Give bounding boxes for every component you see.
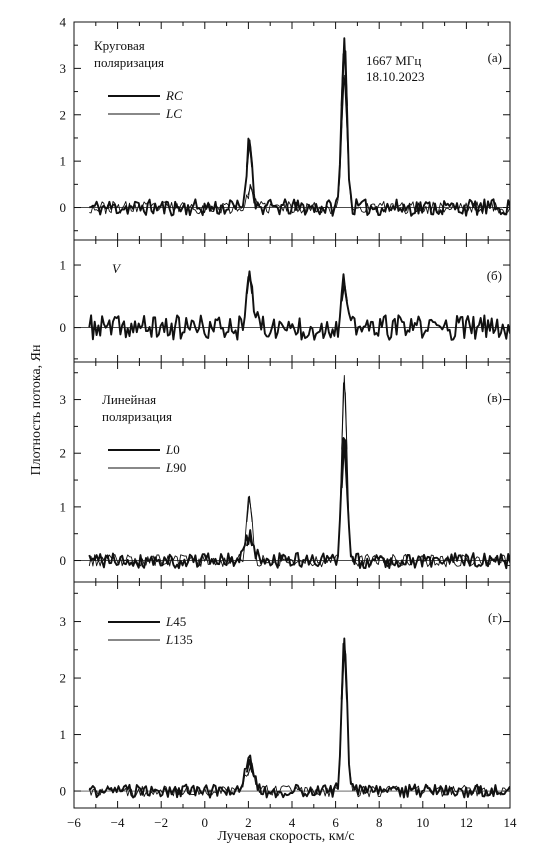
x-tick-label: −6 [67, 815, 81, 830]
series-v-peak [340, 282, 348, 302]
y-tick-label: 1 [60, 499, 67, 514]
panel-frame [73, 239, 511, 363]
x-axis-label: Лучевая скорость, км/с [217, 829, 354, 844]
legend-label-lc: LC [165, 106, 182, 121]
y-tick-label: 0 [60, 553, 67, 568]
x-tick-label: 4 [289, 815, 296, 830]
series-lc-line [89, 76, 510, 215]
x-tick-label: −2 [154, 815, 168, 830]
y-tick-label: 2 [60, 671, 67, 686]
panel-title-line-1: Линейная [102, 392, 156, 407]
series-rc-peak [340, 37, 348, 106]
panel-label: (а) [488, 50, 502, 65]
y-tick-label: 0 [60, 320, 67, 335]
legend-label-l0: L0 [165, 442, 180, 457]
panel-3: 0 1 2 3 (в) Линейная поляризация L0 L90 [60, 361, 511, 583]
y-tick-label: 0 [60, 200, 67, 215]
panel-label: (б) [487, 268, 502, 283]
legend-label-rc: RC [165, 88, 183, 103]
series-l0-peak [340, 438, 348, 489]
y-tick-label: 3 [60, 614, 67, 629]
series-l0-line [88, 437, 510, 570]
y-tick-label: 0 [60, 784, 67, 799]
series-lc-peak [341, 74, 348, 129]
info-line-1: 1667 МГц [366, 53, 421, 68]
x-tick-label: 6 [332, 815, 339, 830]
x-tick-label: 8 [376, 815, 383, 830]
series-v-label: V [112, 261, 122, 276]
y-tick-label: 3 [60, 392, 67, 407]
x-tick-label: 12 [460, 815, 473, 830]
panel-title-line-1: Круговая [94, 38, 145, 53]
series-l0-peak [245, 535, 254, 547]
series-v-peak [245, 270, 254, 294]
series-lc-peak [247, 186, 254, 196]
series-l90-line [88, 382, 510, 568]
series-l45-line [88, 642, 510, 799]
panel-label: (в) [487, 390, 502, 405]
y-tick-label: 4 [60, 15, 67, 30]
series-l90-peak [341, 374, 348, 450]
x-tick-label: −4 [111, 815, 125, 830]
y-tick-label: 1 [60, 258, 67, 273]
legend-label-l90: L90 [165, 460, 186, 475]
y-tick-label: 1 [60, 154, 67, 169]
legend-label-l45: L45 [165, 614, 186, 629]
series-rc-line [89, 50, 510, 217]
series-rc-peak [245, 139, 254, 168]
panel-label: (г) [488, 610, 502, 625]
series-l135-peak [247, 765, 254, 776]
legend-label-l135: L135 [165, 632, 193, 647]
series-l135-line [88, 649, 510, 798]
series-v-line [88, 273, 510, 341]
info-line-2: 18.10.2023 [366, 69, 425, 84]
x-tick-label: 0 [202, 815, 209, 830]
y-tick-label: 1 [60, 727, 67, 742]
panel-title-line-2: поляризация [102, 409, 172, 424]
x-tick-label: 10 [416, 815, 429, 830]
y-tick-label: 3 [60, 61, 67, 76]
panel-2: 0 1 (б) V [60, 239, 511, 363]
series-l135-peak [341, 643, 348, 703]
panel-title-line-2: поляризация [94, 55, 164, 70]
y-tick-label: 2 [60, 107, 67, 122]
y-tick-label: 2 [60, 446, 67, 461]
x-tick-label: 2 [245, 815, 252, 830]
y-axis-label: Плотность потока, Ян [29, 344, 44, 475]
x-tick-label: 14 [504, 815, 518, 830]
series-l90-peak [246, 495, 253, 522]
panel-frame [73, 581, 511, 809]
